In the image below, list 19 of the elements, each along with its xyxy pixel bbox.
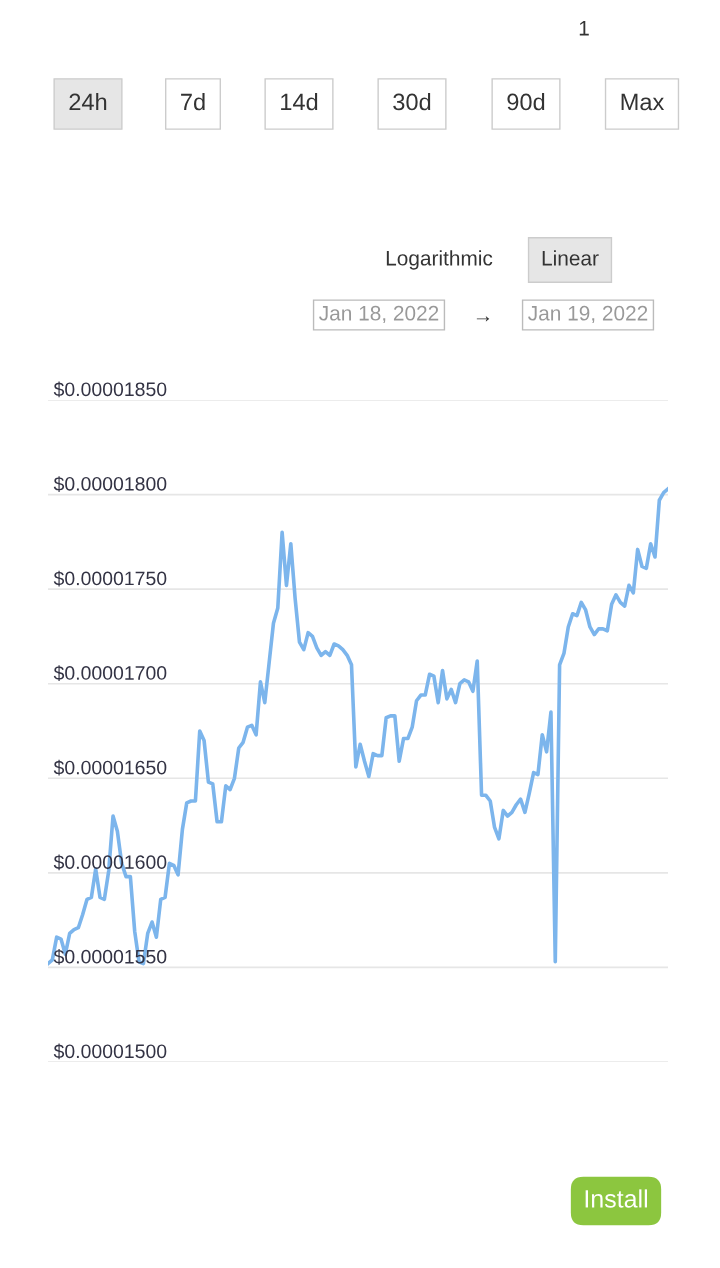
text: 90d: [507, 93, 545, 111]
y-tick-label: $0.00001800: [53, 476, 167, 492]
y-tick-label: $0.00001850: [53, 381, 167, 398]
text: 7d: [181, 93, 205, 111]
text: Install: [585, 1189, 647, 1208]
y-tick-label: $0.00001700: [53, 665, 167, 682]
text: 30d: [393, 93, 431, 111]
text: Jan 18, 2022: [319, 305, 439, 324]
y-tick-label: $0.00001500: [53, 1043, 167, 1060]
text: Jan 19, 2022: [528, 305, 648, 324]
text: 24h: [69, 93, 107, 111]
text: Max: [621, 93, 665, 111]
text: 1: [579, 21, 589, 36]
text: Logarithmic: [386, 250, 493, 270]
text: Linear: [542, 250, 599, 266]
text: →: [476, 316, 490, 322]
y-tick-label: $0.00001750: [53, 570, 167, 587]
y-tick-label: $0.00001650: [53, 759, 167, 776]
text: 14d: [281, 93, 318, 111]
